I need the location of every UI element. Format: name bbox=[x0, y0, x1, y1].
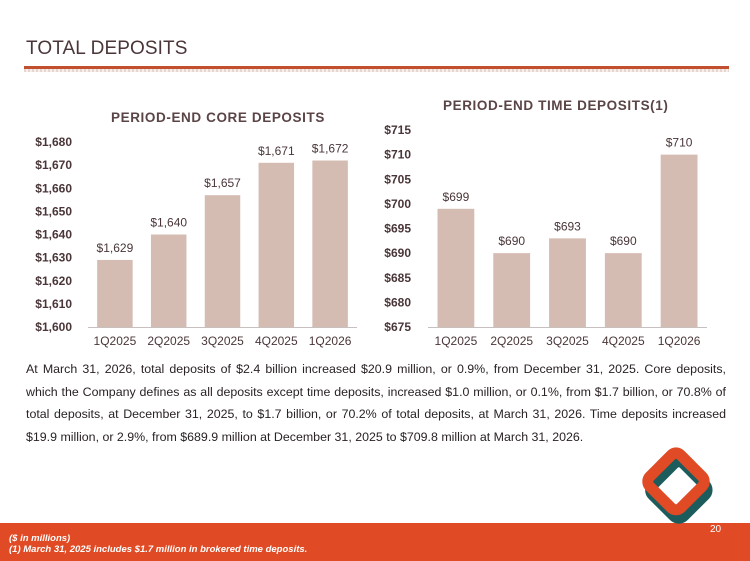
page-number: 20 bbox=[710, 524, 722, 535]
x-tick-label: 1Q2025 bbox=[94, 334, 137, 348]
y-tick-label: $1,650 bbox=[35, 204, 72, 218]
y-tick-label: $700 bbox=[384, 197, 411, 211]
x-tick-label: 3Q2025 bbox=[201, 334, 244, 348]
footer-band bbox=[0, 523, 750, 561]
y-tick-label: $695 bbox=[384, 222, 411, 236]
title-rule-shadow bbox=[24, 69, 729, 72]
data-label: $1,672 bbox=[312, 142, 349, 156]
diamond-logo-icon bbox=[642, 447, 713, 524]
footnotes: ($ in millions) (1) March 31, 2025 inclu… bbox=[9, 533, 307, 555]
bar-2q2025 bbox=[493, 253, 531, 327]
y-tick-label: $685 bbox=[384, 271, 411, 285]
bar-1q2025 bbox=[437, 208, 475, 327]
bar-4q2025 bbox=[258, 162, 295, 327]
y-tick-label: $1,620 bbox=[35, 274, 72, 288]
summary-paragraph: At March 31, 2026, total deposits of $2.… bbox=[26, 362, 726, 444]
y-tick-label: $1,680 bbox=[35, 135, 72, 149]
y-tick-label: $715 bbox=[384, 123, 411, 137]
x-tick-label: 2Q2025 bbox=[490, 334, 533, 348]
y-tick-label: $1,660 bbox=[35, 181, 72, 195]
x-tick-label: 4Q2025 bbox=[255, 334, 298, 348]
data-label: $690 bbox=[498, 234, 525, 248]
data-label: $1,629 bbox=[97, 241, 134, 255]
x-tick-label: 3Q2025 bbox=[546, 334, 589, 348]
footnote-1: (1) March 31, 2025 includes $1.7 million… bbox=[9, 544, 308, 555]
x-tick-label: 1Q2026 bbox=[309, 334, 352, 348]
x-tick-label: 2Q2025 bbox=[147, 334, 190, 348]
bar-1q2026 bbox=[312, 160, 348, 327]
title-rule bbox=[24, 66, 729, 69]
data-label: $1,671 bbox=[258, 144, 295, 158]
y-tick-label: $1,630 bbox=[35, 251, 72, 265]
bar-3q2025 bbox=[204, 195, 241, 327]
core-deposits-chart-title: PERIOD-END CORE DEPOSITS bbox=[111, 110, 325, 125]
data-label: $690 bbox=[610, 234, 637, 248]
y-tick-label: $680 bbox=[384, 295, 411, 309]
bar-4q2025 bbox=[604, 253, 642, 327]
y-tick-label: $710 bbox=[384, 148, 411, 162]
bar-1q2025 bbox=[97, 259, 133, 327]
data-label: $1,640 bbox=[150, 216, 187, 230]
y-tick-label: $690 bbox=[384, 246, 411, 260]
bar-3q2025 bbox=[549, 238, 586, 327]
data-label: $693 bbox=[554, 219, 581, 233]
y-tick-label: $1,610 bbox=[35, 297, 72, 311]
y-tick-label: $675 bbox=[384, 320, 411, 334]
y-tick-label: $705 bbox=[384, 172, 411, 186]
x-tick-label: 1Q2026 bbox=[658, 334, 701, 348]
page-title: TOTAL DEPOSITS bbox=[26, 38, 188, 59]
y-tick-label: $1,640 bbox=[35, 228, 72, 242]
footnote-units: ($ in millions) bbox=[9, 533, 71, 544]
y-tick-label: $1,670 bbox=[35, 158, 72, 172]
data-label: $1,657 bbox=[204, 176, 241, 190]
data-label: $710 bbox=[666, 136, 693, 150]
bar-1q2026 bbox=[660, 154, 698, 327]
y-tick-label: $1,600 bbox=[35, 320, 72, 334]
bar-2q2025 bbox=[150, 234, 187, 327]
x-tick-label: 1Q2025 bbox=[435, 334, 478, 348]
time-deposits-chart-title: PERIOD-END TIME DEPOSITS(1) bbox=[443, 98, 669, 113]
x-tick-label: 4Q2025 bbox=[602, 334, 645, 348]
data-label: $699 bbox=[443, 190, 470, 204]
